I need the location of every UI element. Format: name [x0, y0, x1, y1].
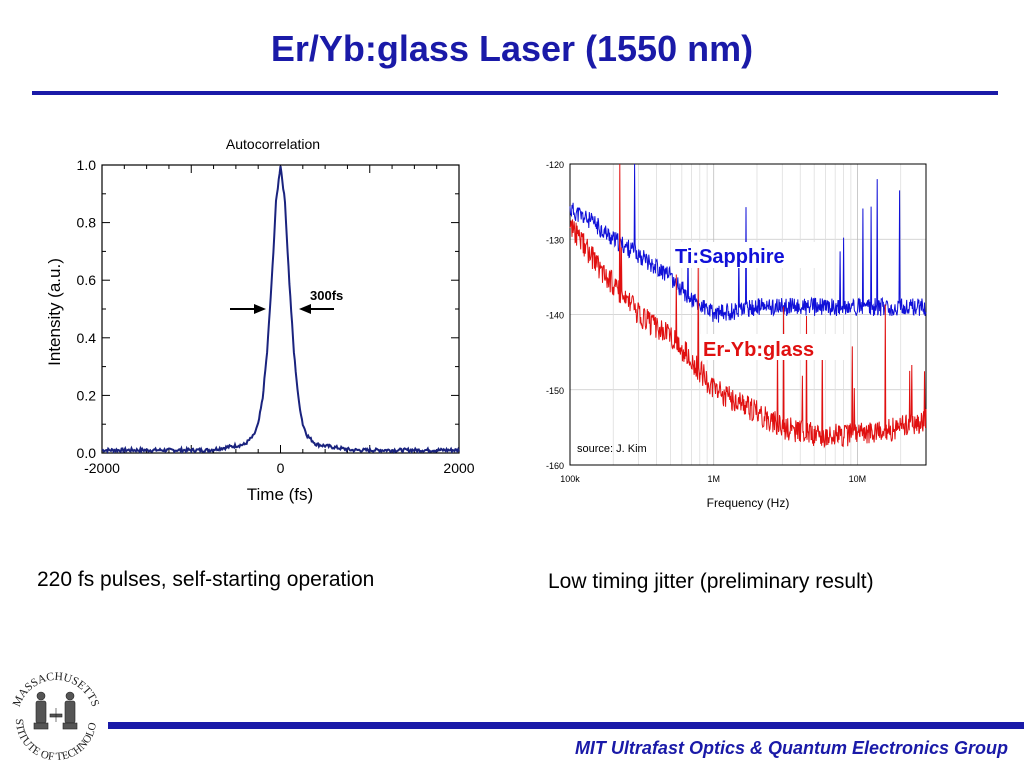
- x-tick-label: 1M: [707, 474, 720, 484]
- right-caption: Low timing jitter (preliminary result): [548, 570, 874, 593]
- y-tick-label: 0.2: [77, 387, 97, 403]
- x-tick-label: 100k: [560, 474, 580, 484]
- fwhm-arrows: [230, 304, 334, 314]
- x-tick-label: 2000: [443, 460, 474, 476]
- y-tick-label: -130: [546, 235, 564, 245]
- source-note: source: J. Kim: [577, 443, 647, 455]
- x-axis-label: Time (fs): [247, 485, 313, 504]
- er-yb-glass-trace: [569, 163, 927, 449]
- mit-seal-logo: MASSACHUSETTS INSTITUTE OF TECHNOLOGY: [4, 662, 101, 763]
- y-tick-label: -120: [546, 160, 564, 170]
- autocorrelation-chart: Autocorrelation 0.00.20.40.60.81.0-2000 0…: [45, 136, 475, 504]
- footer-rule: [108, 722, 1024, 729]
- y-tick-label: 1.0: [77, 157, 97, 173]
- ti-sapphire-trace: [569, 163, 927, 323]
- y-tick-label: 0.4: [77, 330, 97, 346]
- tick-labels: 0.0 0.2 0.4 0.6 0.8 1.0 -2000 0 2000: [77, 157, 475, 476]
- autocorrelation-trace: [101, 165, 460, 455]
- y-tick-label: 0.8: [77, 215, 97, 231]
- phase-noise-chart: -120 -130 -140 -150 -160 100k 1M 10M Ti:Sapphir…: [546, 160, 927, 510]
- plot-frame: [569, 163, 927, 466]
- axis-ticks: [101, 164, 460, 454]
- x-tick-label: -2000: [84, 460, 120, 476]
- legend-er-bg: [700, 334, 846, 360]
- svg-text:MASSACHUSETTS: MASSACHUSETTS: [11, 671, 101, 709]
- y-tick-label: -140: [546, 311, 564, 321]
- x-tick-label: 10M: [849, 474, 867, 484]
- series-group: [569, 163, 927, 449]
- x-axis-label: Frequency (Hz): [707, 496, 790, 510]
- left-caption: 220 fs pulses, self-starting operation: [37, 568, 375, 591]
- y-tick-label: -150: [546, 386, 564, 396]
- plot-frame: [101, 164, 460, 454]
- y-axis-label: Intensity (a.u.): [45, 258, 64, 366]
- y-tick-label: -160: [546, 461, 564, 471]
- title-underline: [32, 91, 998, 95]
- tick-labels: -120 -130 -140 -150 -160 100k 1M 10M: [546, 160, 866, 484]
- footer-group-name: MIT Ultrafast Optics & Quantum Electroni…: [574, 738, 1008, 758]
- series-group: [101, 165, 460, 455]
- legend-ti-bg: [673, 242, 818, 268]
- y-tick-label: 0.0: [77, 445, 97, 461]
- legend-er-yb-glass: Er-Yb:glass: [703, 339, 814, 361]
- slide-title: Er/Yb:glass Laser (1550 nm): [270, 28, 754, 69]
- legend-ti-sapphire: Ti:Sapphire: [675, 246, 785, 268]
- chart-title: Autocorrelation: [226, 136, 320, 152]
- y-tick-label: 0.6: [77, 272, 97, 288]
- x-tick-label: 0: [277, 460, 285, 476]
- fwhm-label: 300fs: [310, 288, 343, 303]
